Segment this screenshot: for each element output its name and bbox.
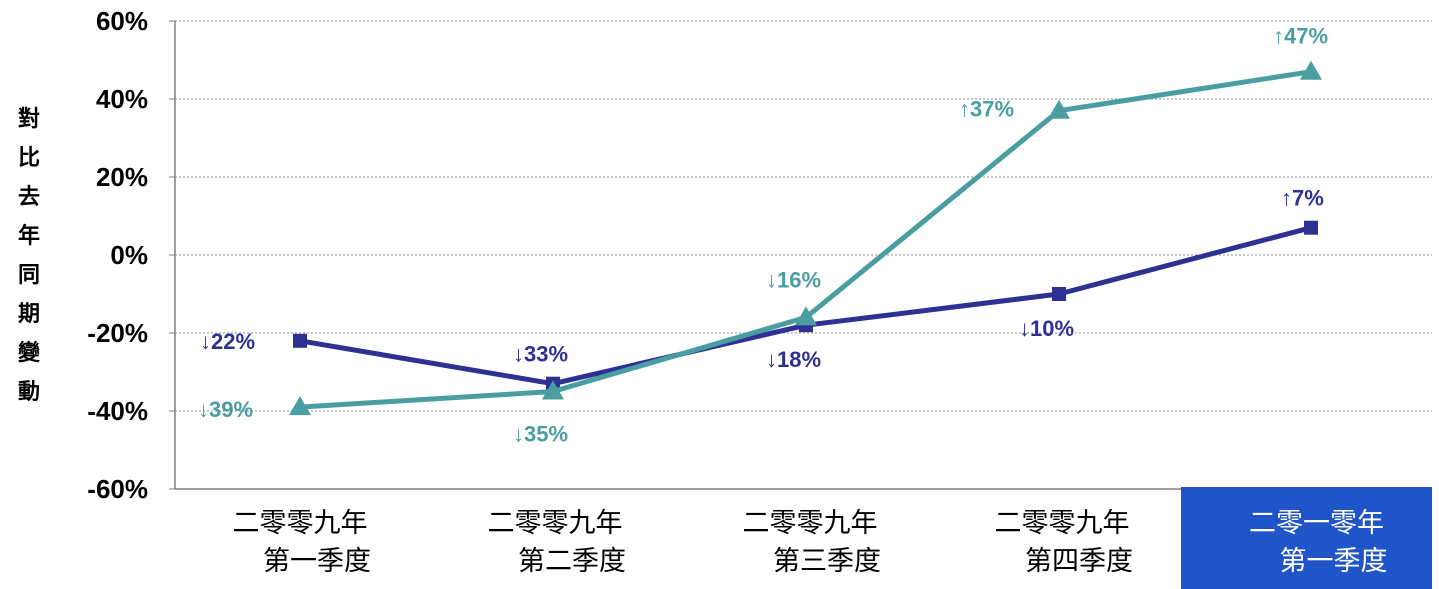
square-marker	[293, 333, 307, 348]
y-axis-label-char: 期	[17, 302, 40, 327]
category-label-line1: 二零零九年	[232, 508, 368, 539]
triangle-marker	[1048, 99, 1070, 119]
category-label-line2: 第二季度	[518, 546, 626, 577]
data-label: ↑7%	[1281, 186, 1324, 211]
data-label: ↓39%	[198, 397, 253, 422]
triangle-marker	[795, 306, 817, 326]
category-label-line1: 二零零九年	[742, 508, 878, 539]
y-tick-label: 20%	[96, 162, 148, 192]
y-tick-label: 0%	[110, 240, 148, 270]
category-label-q4-2009: 二零零九年 第四季度	[952, 505, 1172, 581]
y-tick-label: -40%	[87, 396, 148, 426]
y-axis-label-char: 同	[17, 263, 40, 288]
data-label: ↓33%	[513, 342, 568, 367]
data-label: ↓16%	[766, 267, 821, 292]
category-label-q3-2009: 二零零九年 第三季度	[700, 505, 920, 581]
data-label: ↓22%	[200, 329, 255, 354]
category-label-q2-2009: 二零零九年 第二季度	[445, 505, 665, 581]
category-label-line1: 二零零九年	[487, 508, 623, 539]
category-label-line2: 第一季度	[1279, 546, 1388, 577]
y-axis-label-char: 去	[17, 185, 40, 210]
y-axis-label-char: 年	[17, 224, 40, 249]
y-axis-label-char: 變	[17, 341, 40, 366]
square-marker	[1052, 287, 1066, 301]
data-label: ↑37%	[959, 97, 1014, 122]
category-label-line2: 第一季度	[263, 546, 371, 577]
data-label: ↓10%	[1019, 316, 1074, 341]
y-axis-label-char: 對	[17, 107, 40, 132]
data-label: ↓18%	[766, 347, 821, 372]
category-label-line2: 第四季度	[1025, 546, 1133, 577]
category-label-q1-2010-highlighted: 二零一零年 第一季度	[1181, 487, 1432, 589]
y-tick-label: 40%	[96, 84, 148, 114]
data-label: ↑47%	[1273, 24, 1328, 49]
square-marker	[1304, 220, 1318, 235]
triangle-marker	[542, 380, 564, 400]
y-axis-label-char: 比	[17, 146, 40, 171]
category-label-line2: 第三季度	[773, 546, 881, 577]
category-label-q1-2009: 二零零九年 第一季度	[190, 505, 410, 581]
category-label-line1: 二零零九年	[994, 508, 1130, 539]
y-tick-label: -60%	[87, 474, 148, 504]
y-axis-label-char: 動	[17, 380, 40, 405]
category-label-line1: 二零一零年	[1249, 508, 1384, 539]
y-tick-label: -20%	[87, 318, 148, 348]
data-label: ↓35%	[513, 422, 568, 447]
triangle-marker	[1300, 60, 1322, 80]
y-tick-label: 60%	[96, 6, 148, 36]
triangle-marker	[289, 396, 311, 416]
y-axis-label: 對比去年同期變動	[14, 100, 44, 412]
